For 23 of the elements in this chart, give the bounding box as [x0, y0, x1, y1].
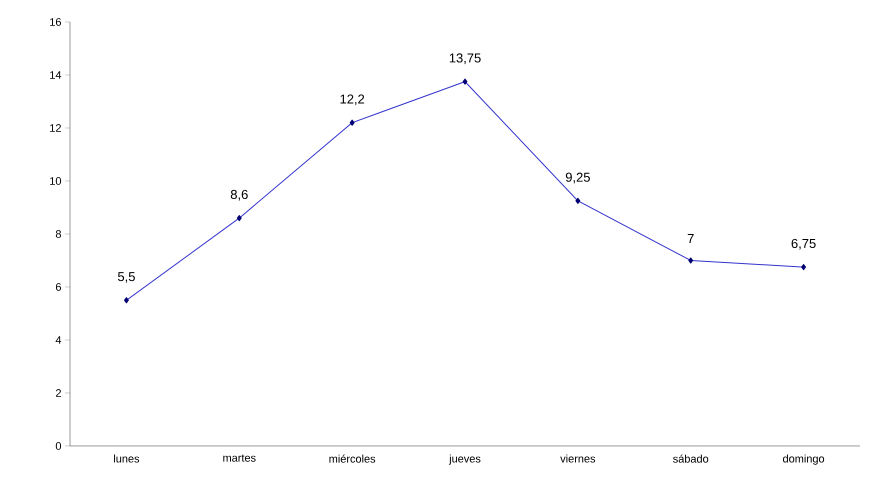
- y-tick-label: 4: [56, 336, 62, 344]
- data-label: 5,5: [118, 272, 135, 283]
- y-tick-label: 16: [50, 18, 62, 26]
- data-label: 9,25: [566, 172, 590, 184]
- y-tick-label: 8: [56, 230, 62, 238]
- x-tick-label: miércoles: [329, 454, 376, 463]
- data-label: 7: [688, 234, 694, 243]
- y-tick-label: 10: [50, 177, 62, 185]
- data-label: 6,75: [792, 238, 816, 250]
- x-tick-label: domingo: [783, 454, 824, 465]
- x-tick-label: jueves: [448, 454, 480, 465]
- y-tick-label: 12: [50, 124, 61, 132]
- data-label: 13,75: [450, 53, 481, 64]
- x-tick-label: sábado: [673, 454, 708, 463]
- data-label: 12,2: [340, 94, 364, 106]
- x-tick-label: lunes: [114, 454, 140, 463]
- x-tick-label: martes: [223, 454, 256, 462]
- y-tick-label: 0: [56, 442, 62, 450]
- data-label: 8,6: [230, 190, 248, 201]
- x-tick-label: viernes: [560, 454, 596, 463]
- y-tick-label: 2: [56, 389, 61, 397]
- y-tick-label: 14: [50, 71, 62, 79]
- y-tick-label: 6: [56, 283, 62, 291]
